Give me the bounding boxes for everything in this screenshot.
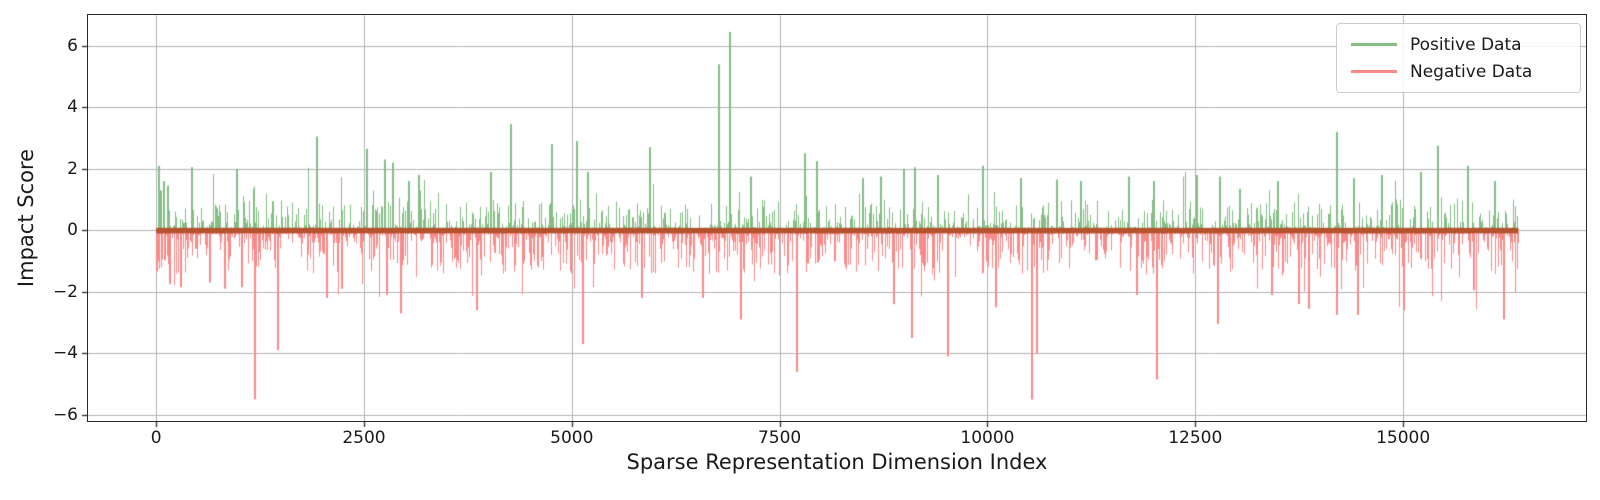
x-tick-label: 2500 — [342, 428, 386, 448]
y-tick-label: −2 — [52, 281, 78, 302]
x-tick-label: 0 — [150, 428, 162, 448]
legend-label-negative: Negative Data — [1410, 61, 1533, 82]
legend-item-positive: Positive Data — [1347, 35, 1570, 55]
x-tick-label: 5000 — [550, 428, 594, 448]
legend: Positive Data Negative Data — [1336, 23, 1581, 93]
x-tick-label: 12500 — [1168, 428, 1223, 448]
x-tick-label: 10000 — [960, 428, 1015, 448]
y-tick-label: 0 — [67, 220, 78, 241]
y-tick-label: 6 — [67, 35, 78, 56]
legend-item-negative: Negative Data — [1347, 62, 1570, 82]
y-tick-label: 4 — [67, 97, 78, 118]
y-tick-label: 2 — [67, 158, 78, 179]
positive-series-line-swatch — [1351, 43, 1397, 46]
legend-label-positive: Positive Data — [1410, 34, 1522, 55]
y-tick-label: −6 — [52, 404, 78, 425]
x-tick-label: 15000 — [1376, 428, 1431, 448]
x-axis-label: Sparse Representation Dimension Index — [626, 450, 1048, 474]
x-tick-label: 7500 — [757, 428, 802, 448]
y-tick-label: −4 — [52, 343, 78, 364]
negative-series-line-swatch — [1351, 70, 1397, 73]
